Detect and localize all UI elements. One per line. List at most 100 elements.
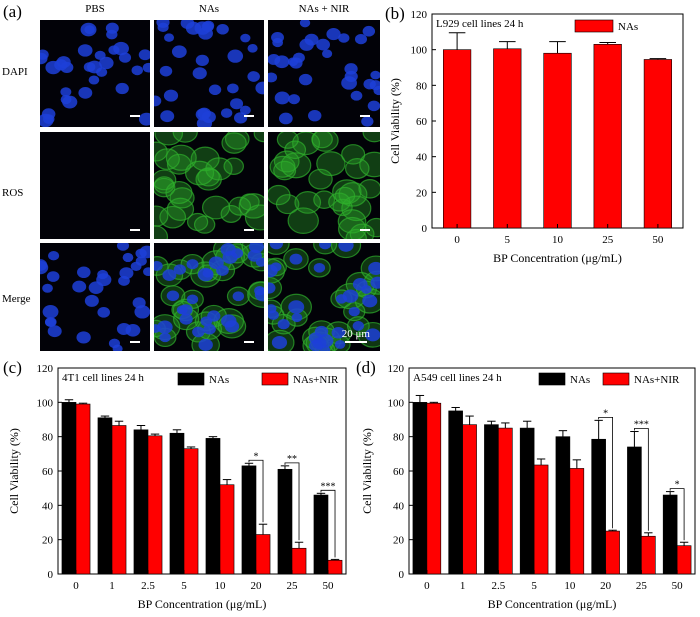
bar xyxy=(462,424,477,575)
y-tick-label: 0 xyxy=(422,223,428,235)
legend-swatch xyxy=(538,372,566,386)
bar xyxy=(555,436,571,575)
row-label-merge: Merge xyxy=(2,293,31,305)
x-tick-label: 25 xyxy=(287,580,299,592)
significance-label: ** xyxy=(287,454,297,465)
y-tick-label: 100 xyxy=(388,397,405,409)
x-tick-label: 50 xyxy=(323,580,335,592)
significance-label: * xyxy=(603,408,608,419)
scale-bar xyxy=(360,229,370,231)
panel-label-c: (c) xyxy=(3,358,22,377)
bar xyxy=(61,402,77,575)
significance-label: * xyxy=(675,480,680,491)
column-label-nas: NAs xyxy=(198,3,220,15)
y-tick-label: 20 xyxy=(393,535,405,547)
x-tick-label: 0 xyxy=(424,580,430,592)
legend-label: NAs+NIR xyxy=(634,374,680,386)
y-tick-label: 40 xyxy=(393,500,405,512)
y-tick-label: 0 xyxy=(48,569,54,581)
x-tick-label: 5 xyxy=(531,580,537,592)
bar xyxy=(277,468,293,575)
x-tick-label: 20 xyxy=(600,580,612,592)
legend-swatch xyxy=(177,372,205,386)
micrograph-dapi-pbs xyxy=(40,20,150,127)
bar xyxy=(169,432,185,575)
bar xyxy=(569,468,585,575)
bar xyxy=(493,48,522,229)
x-tick-label: 10 xyxy=(215,580,227,592)
significance-bracket xyxy=(669,488,685,541)
legend-label: NAs+NIR xyxy=(293,374,339,386)
legend-swatch xyxy=(574,19,614,33)
scale-bar xyxy=(244,115,254,117)
y-tick-label: 20 xyxy=(42,535,54,547)
y-tick-label: 40 xyxy=(416,152,428,164)
x-tick-label: 0 xyxy=(454,234,460,246)
x-tick-label: 25 xyxy=(636,580,648,592)
y-tick-label: 40 xyxy=(42,500,54,512)
bar xyxy=(75,403,91,575)
y-tick-label: 20 xyxy=(416,187,428,199)
bar xyxy=(593,44,622,229)
x-tick-label: 1 xyxy=(109,580,115,592)
scale-bar xyxy=(244,341,254,343)
y-tick-label: 120 xyxy=(37,363,54,375)
x-tick-label: 1 xyxy=(460,580,466,592)
micrograph-ros-nas xyxy=(154,132,264,239)
panel-label-b: (b) xyxy=(385,4,405,23)
bar xyxy=(327,559,343,575)
y-tick-label: 60 xyxy=(416,116,428,128)
bar xyxy=(676,545,692,575)
significance-bracket xyxy=(598,416,613,529)
column-label-nas-nir: NAs + NIR xyxy=(298,3,350,15)
x-tick-label: 5 xyxy=(505,234,511,246)
x-tick-label: 2.5 xyxy=(141,580,155,592)
chart-annotation: A549 cell lines 24 h xyxy=(413,372,502,384)
bar xyxy=(205,438,221,575)
bar xyxy=(543,52,572,229)
y-axis-label: Cell Viability (%) xyxy=(388,78,402,164)
significance-bracket xyxy=(284,462,300,541)
x-tick-label: 2.5 xyxy=(492,580,506,592)
row-label-ros: ROS xyxy=(2,187,24,199)
micrograph-dapi-nas-nir xyxy=(268,20,380,127)
chart-annotation: L929 cell lines 24 h xyxy=(436,18,524,30)
legend-label: NAs xyxy=(618,21,638,33)
bar xyxy=(448,410,463,575)
significance-label: *** xyxy=(321,481,336,492)
bar xyxy=(133,429,149,575)
row-label-dapi: DAPI xyxy=(2,66,28,78)
bar xyxy=(147,435,163,575)
legend-swatch xyxy=(602,372,630,386)
x-axis-label: BP Concentration (μg/mL) xyxy=(488,597,617,611)
x-tick-label: 25 xyxy=(602,234,614,246)
significance-label: *** xyxy=(634,420,649,431)
x-axis-label: BP Concentration (μg/mL) xyxy=(493,251,622,265)
bar xyxy=(219,484,235,575)
bar xyxy=(519,427,535,575)
micrograph-ros-nas-nir xyxy=(268,132,380,239)
column-label-pbs: PBS xyxy=(85,3,105,15)
significance-label: * xyxy=(254,451,259,462)
chart-annotation: 4T1 cell lines 24 h xyxy=(62,372,144,384)
x-tick-label: 10 xyxy=(564,580,576,592)
y-tick-label: 0 xyxy=(399,569,405,581)
bar xyxy=(183,448,199,575)
bar xyxy=(484,424,499,575)
x-axis-label: BP Concentration (μg/mL) xyxy=(138,597,267,611)
micrograph-merge-nas-nir: 20 μm xyxy=(268,243,380,351)
bar xyxy=(498,427,513,575)
chart-b: 0 20 40 60 80 100 120 0 5 10 25 50 BP Concentration … xyxy=(388,9,684,265)
y-tick-label: 120 xyxy=(388,363,405,375)
y-tick-label: 80 xyxy=(416,80,428,92)
significance-bracket xyxy=(248,459,264,523)
scale-bar xyxy=(360,115,370,117)
scale-bar xyxy=(130,341,140,343)
y-axis-label: Cell Viability (%) xyxy=(360,428,374,514)
x-tick-label: 0 xyxy=(73,580,79,592)
significance-bracket xyxy=(320,489,336,558)
legend-label: NAs xyxy=(209,374,229,386)
bar xyxy=(313,494,329,575)
